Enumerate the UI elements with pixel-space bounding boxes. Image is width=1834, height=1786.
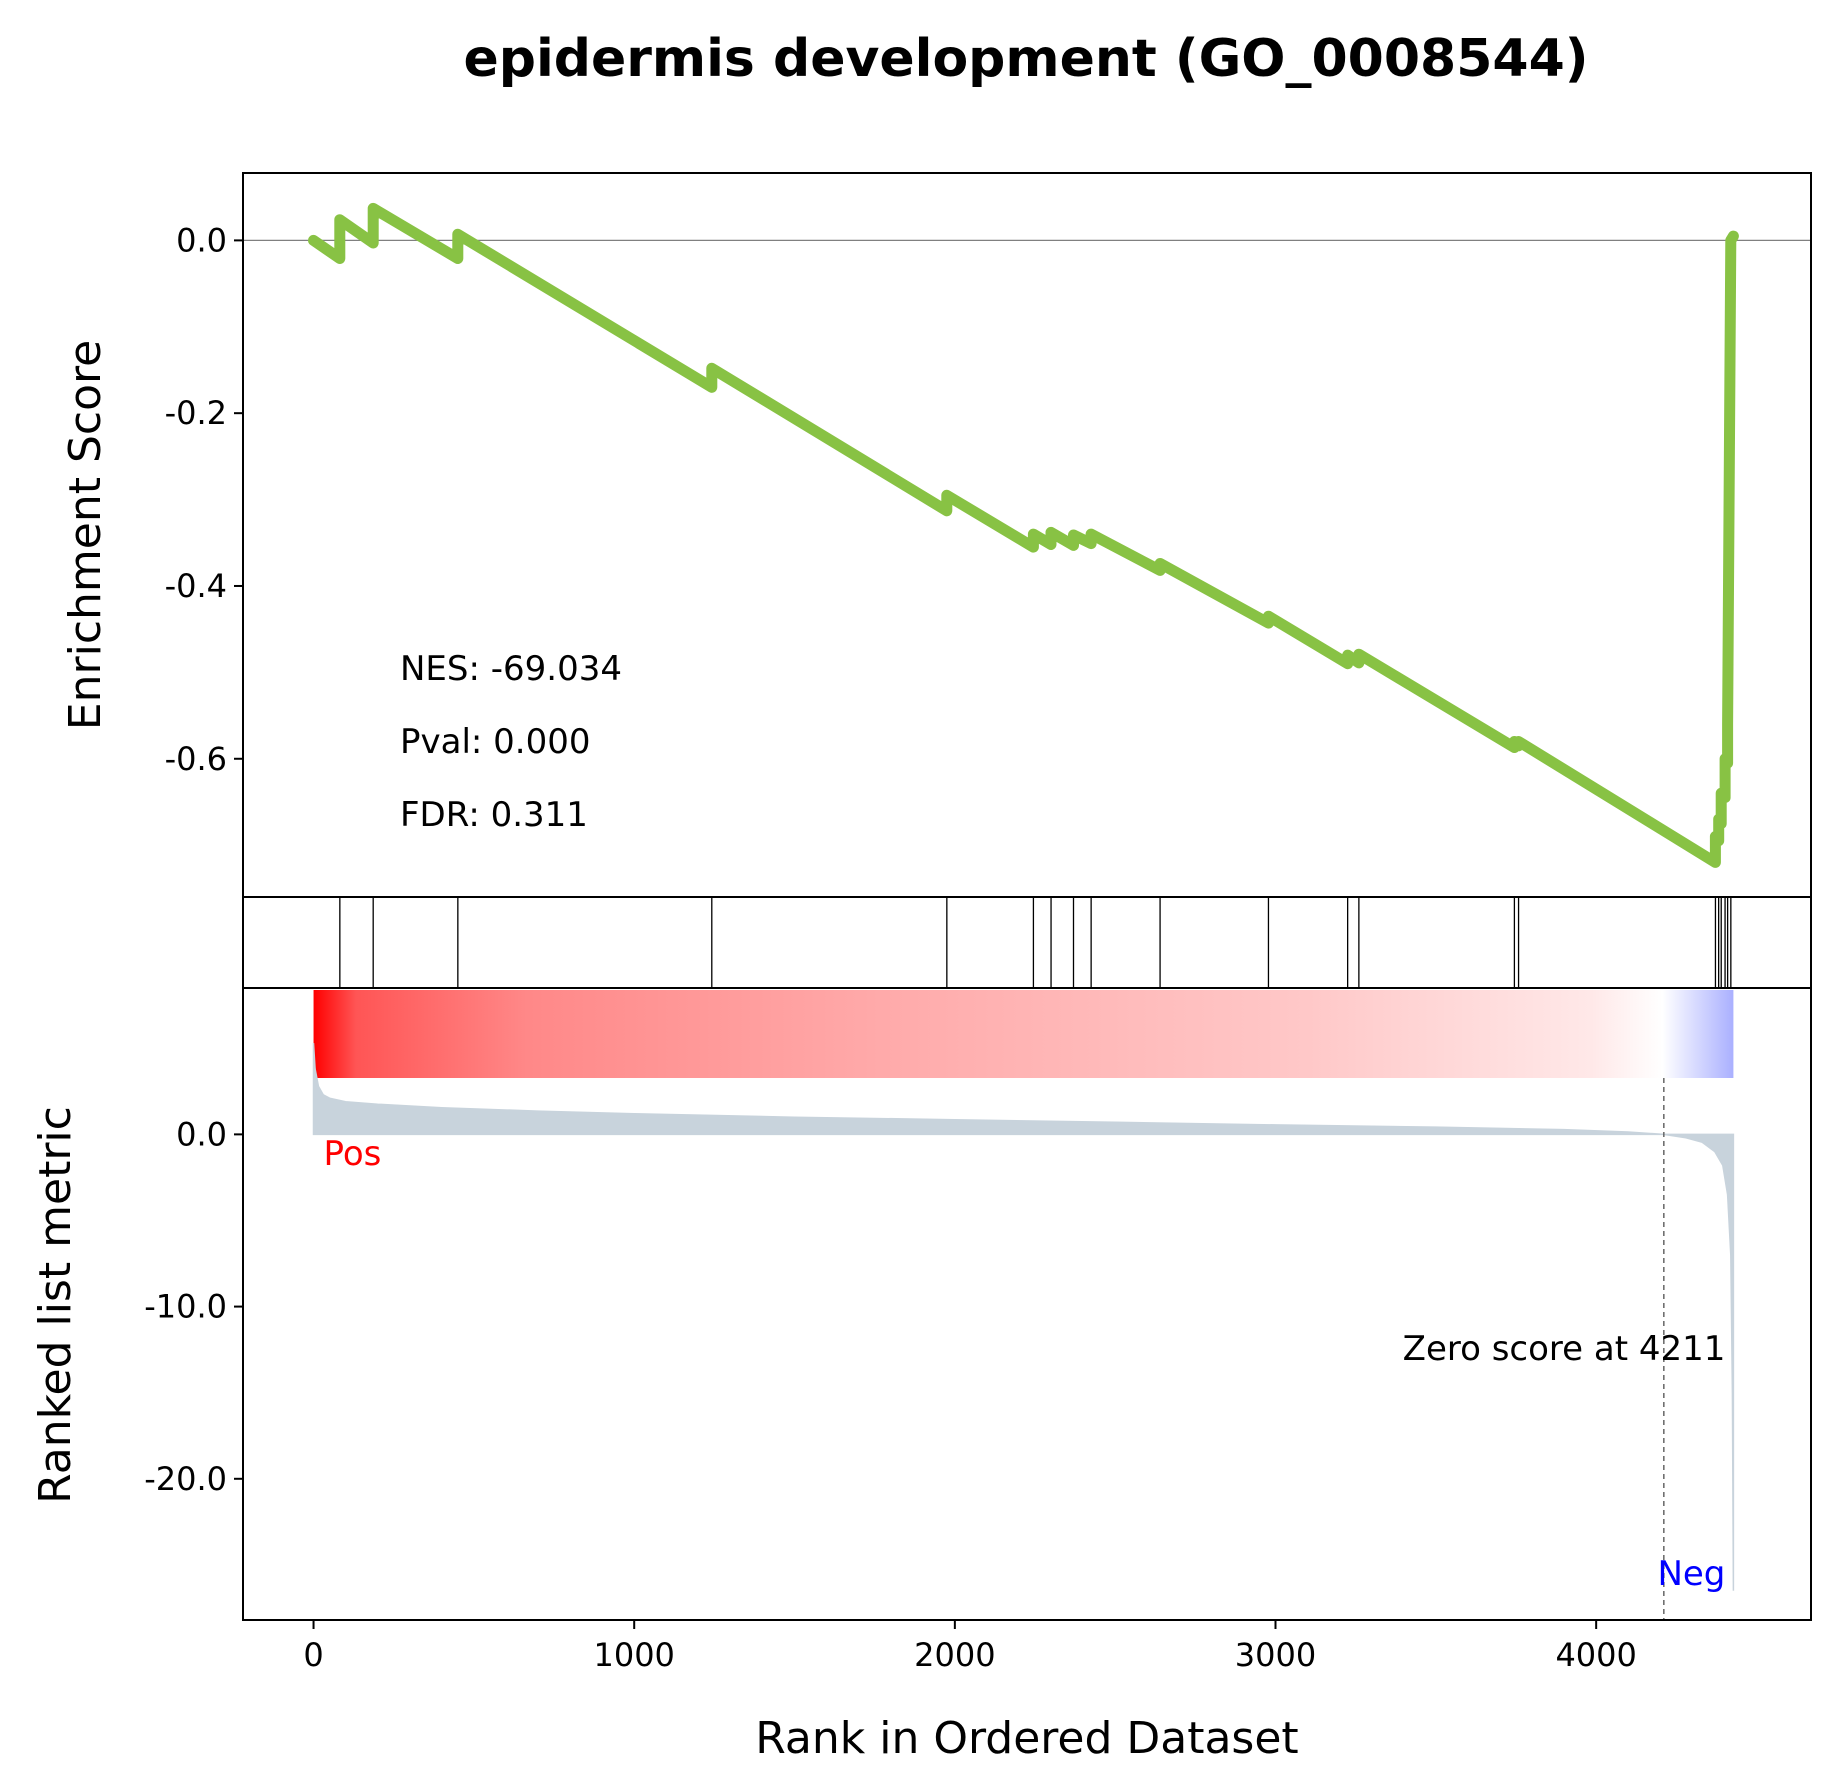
x-tick-label: 0	[303, 1636, 323, 1674]
x-tick-label: 1000	[593, 1636, 674, 1674]
figure-title: epidermis development (GO_0008544)	[463, 29, 1588, 89]
metric-y-tick-label: -10.0	[144, 1288, 227, 1326]
enrichment-score-panel: 0.0 -0.2 -0.4 -0.6 NES: -69.034 Pval: 0.000 F…	[60, 172, 1812, 898]
es-stat-annotation: Pval: 0.000	[400, 722, 591, 762]
neg-label: Neg	[1657, 1554, 1725, 1594]
es-y-tick-label: -0.4	[165, 567, 227, 605]
ranked-metric-area	[312, 1043, 1735, 1591]
es-panel-frame	[242, 172, 1812, 898]
zero-score-label: Zero score at 4211	[1403, 1329, 1726, 1369]
x-tick-label: 4000	[1555, 1636, 1636, 1674]
es-y-tick-label: 0.0	[176, 221, 227, 259]
x-tick-label: 2000	[914, 1636, 995, 1674]
es-stat-annotation: FDR: 0.311	[400, 795, 588, 835]
gene-hits-panel	[242, 896, 1812, 989]
rank-colorbar	[313, 990, 1734, 1078]
metric-y-axis-label: Ranked list metric	[30, 1106, 81, 1504]
es-y-axis-label: Enrichment Score	[60, 340, 111, 730]
es-y-tick-label: -0.2	[165, 394, 227, 432]
pos-label: Pos	[324, 1134, 382, 1174]
x-axis-label: Rank in Ordered Dataset	[755, 1713, 1298, 1764]
es-stat-annotation: NES: -69.034	[400, 649, 622, 689]
metric-y-tick-label: 0.0	[176, 1115, 227, 1153]
hits-panel-frame	[242, 896, 1812, 989]
es-y-tick-label: -0.6	[165, 740, 227, 778]
x-tick-label: 3000	[1235, 1636, 1316, 1674]
metric-panel-frame	[242, 987, 1812, 1621]
ranked-metric-panel: 0.0 -10.0 -20.0 Pos Neg Zero score at 4211…	[30, 987, 1812, 1621]
es-curve	[308, 202, 1739, 868]
metric-y-tick-label: -20.0	[144, 1460, 227, 1498]
x-axis: 0 1000 2000 3000 4000 Rank in Ordered Datase…	[303, 1620, 1637, 1764]
